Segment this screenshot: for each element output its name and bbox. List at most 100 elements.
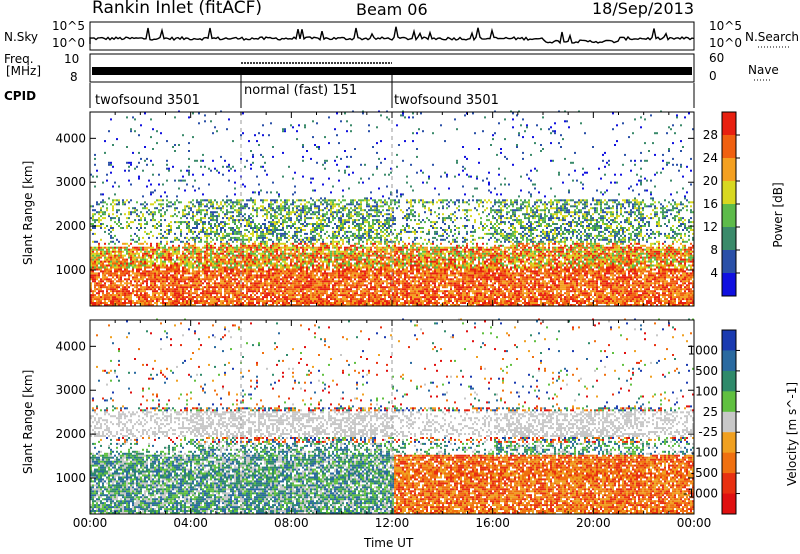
power-cell <box>338 231 340 233</box>
power-cell <box>122 272 124 274</box>
power-cell <box>318 286 320 288</box>
power-cell <box>320 215 322 217</box>
power-cell <box>270 253 272 255</box>
power-cell <box>344 209 346 211</box>
power-cell <box>304 278 306 280</box>
power-cell <box>172 215 174 217</box>
power-cell <box>262 251 264 253</box>
power-cell <box>166 164 168 166</box>
power-cell <box>176 280 178 282</box>
power-cell <box>180 298 182 300</box>
power-cell <box>146 284 148 286</box>
power-cell <box>178 221 180 223</box>
power-cell <box>258 261 260 263</box>
power-cell <box>270 276 272 278</box>
power-cell <box>194 245 196 247</box>
power-cell <box>228 118 230 120</box>
power-cell <box>228 278 230 280</box>
power-cell <box>154 201 156 203</box>
power-cell <box>136 241 138 243</box>
power-cell <box>220 280 222 282</box>
power-cell <box>126 243 128 245</box>
power-cell <box>92 261 94 263</box>
power-cell <box>326 284 328 286</box>
power-cell <box>318 217 320 219</box>
power-cell <box>332 290 334 292</box>
power-cell <box>246 292 248 294</box>
power-cell <box>138 296 140 298</box>
power-cell <box>210 251 212 253</box>
power-cell <box>256 257 258 259</box>
power-cell <box>322 294 324 296</box>
power-cell <box>114 290 116 292</box>
power-cell <box>246 229 248 231</box>
power-cell <box>342 278 344 280</box>
power-cell <box>158 270 160 272</box>
power-cell <box>134 253 136 255</box>
power-cell <box>246 280 248 282</box>
power-cell <box>208 255 210 257</box>
power-cell <box>118 247 120 249</box>
power-cell <box>166 296 168 298</box>
power-cell <box>104 217 106 219</box>
power-cell <box>112 237 114 239</box>
power-cell <box>236 300 238 302</box>
power-cell <box>142 255 144 257</box>
power-cell <box>108 251 110 253</box>
power-cell <box>300 255 302 257</box>
power-cell <box>310 282 312 284</box>
power-cell <box>216 170 218 172</box>
power-cell <box>146 270 148 272</box>
power-cell <box>254 201 256 203</box>
power-cell <box>146 259 148 261</box>
power-cell <box>198 112 200 114</box>
power-cell <box>284 290 286 292</box>
power-cell <box>132 272 134 274</box>
power-cell <box>252 233 254 235</box>
power-cell <box>342 274 344 276</box>
power-cell <box>328 247 330 249</box>
power-cell <box>94 282 96 284</box>
power-cell <box>288 290 290 292</box>
power-cell <box>106 180 108 182</box>
power-cell <box>164 249 166 251</box>
power-cell <box>292 282 294 284</box>
power-cell <box>106 207 108 209</box>
power-cell <box>200 211 202 213</box>
power-cell <box>192 270 194 272</box>
power-cell <box>286 227 288 229</box>
power-cell <box>320 257 322 259</box>
power-cell <box>144 292 146 294</box>
power-cell <box>346 280 348 282</box>
power-cell <box>268 269 270 271</box>
power-cell <box>156 292 158 294</box>
power-cell <box>304 292 306 294</box>
power-cell <box>188 166 190 168</box>
power-cell <box>268 270 270 272</box>
power-cell <box>210 265 212 267</box>
power-cell <box>276 270 278 272</box>
power-cell <box>282 205 284 207</box>
power-cell <box>204 274 206 276</box>
power-cell <box>94 219 96 221</box>
power-cell <box>194 261 196 263</box>
power-cell <box>96 296 98 298</box>
power-cell <box>300 267 302 269</box>
power-cell <box>216 276 218 278</box>
power-cell <box>292 243 294 245</box>
power-cell <box>336 251 338 253</box>
power-cell <box>166 203 168 205</box>
power-cell <box>144 298 146 300</box>
power-cell <box>96 203 98 205</box>
power-cell <box>292 292 294 294</box>
power-cell <box>212 267 214 269</box>
power-cell <box>316 146 318 148</box>
power-cell <box>300 257 302 259</box>
power-cell <box>222 205 224 207</box>
power-cell <box>128 263 130 265</box>
power-cell <box>344 296 346 298</box>
power-cell <box>210 241 212 243</box>
power-cell <box>198 276 200 278</box>
power-cell <box>164 276 166 278</box>
power-cell <box>266 229 268 231</box>
